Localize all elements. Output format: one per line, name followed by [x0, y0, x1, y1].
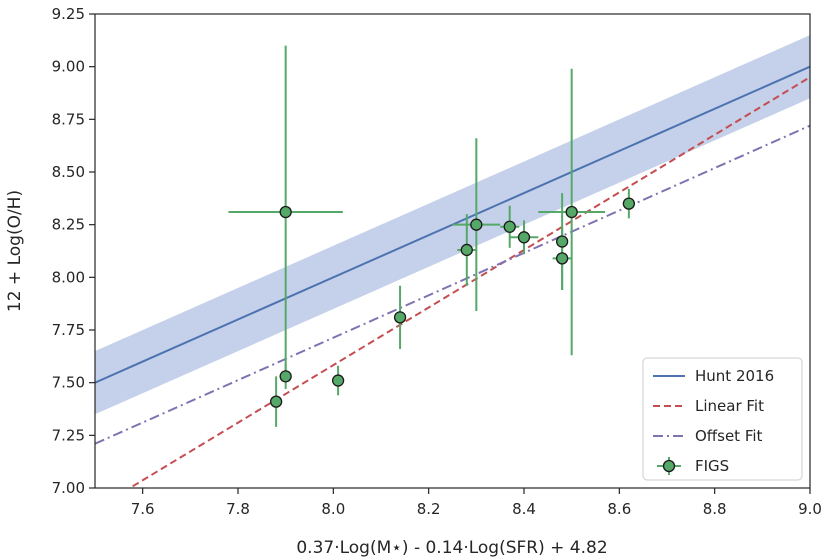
x-tick-label: 8.8: [703, 500, 727, 518]
figs-point: [393, 311, 407, 324]
figs-point: [517, 231, 531, 244]
legend-linear-fit-label: Linear Fit: [695, 397, 764, 415]
x-tick-label: 9.0: [798, 500, 822, 518]
x-tick-label: 8.0: [321, 500, 345, 518]
figs-point: [331, 374, 345, 387]
figs-point: [555, 235, 569, 248]
legend-box: [642, 357, 803, 481]
figs-point: [470, 218, 483, 231]
y-tick-label: 8.75: [52, 110, 85, 128]
y-tick-label: 7.00: [52, 479, 85, 497]
legend-offset-fit-label: Offset Fit: [695, 427, 763, 445]
figs-point: [555, 252, 569, 265]
x-tick-label: 7.6: [131, 500, 155, 518]
figs-point: [622, 197, 636, 210]
legend-hunt-2016-label: Hunt 2016: [695, 367, 774, 385]
x-tick-label: 8.4: [512, 500, 536, 518]
y-tick-label: 8.50: [52, 163, 85, 181]
axis-ticks: 7.6 7.8 8.0 8.2 8.4 8.6 8.8 9.0 7.00 7.25 7.50 7.75…: [52, 5, 822, 518]
y-tick-label: 9.25: [52, 5, 85, 23]
y-tick-label: 7.50: [52, 374, 85, 392]
y-tick-label: 9.00: [52, 58, 85, 76]
y-tick-label: 7.75: [52, 321, 85, 339]
figs-point: [269, 395, 283, 408]
x-tick-label: 8.6: [607, 500, 631, 518]
figs-point: [460, 243, 473, 257]
x-axis-label: 0.37·Log(M⋆) - 0.14·Log(SFR) + 4.82: [296, 538, 607, 558]
x-tick-label: 8.2: [417, 500, 441, 518]
y-tick-label: 8.00: [52, 268, 85, 286]
legend-figs-marker: [662, 459, 676, 473]
figs-point: [503, 220, 516, 233]
plot-area: [95, 35, 810, 488]
y-tick-label: 8.25: [52, 216, 85, 234]
x-tick-label: 7.8: [226, 500, 250, 518]
legend: Hunt 2016 Linear Fit Offset Fit FIGS: [642, 357, 803, 481]
figs-point: [565, 205, 578, 219]
linear-fit-line: [127, 76, 810, 488]
legend-figs-label: FIGS: [695, 457, 729, 475]
plot-frame: [94, 13, 811, 489]
y-axis-label: 12 + Log(O/H): [5, 190, 25, 312]
figs-point: [279, 370, 292, 383]
y-tick-label: 7.25: [52, 426, 85, 444]
figs-point: [279, 205, 292, 219]
